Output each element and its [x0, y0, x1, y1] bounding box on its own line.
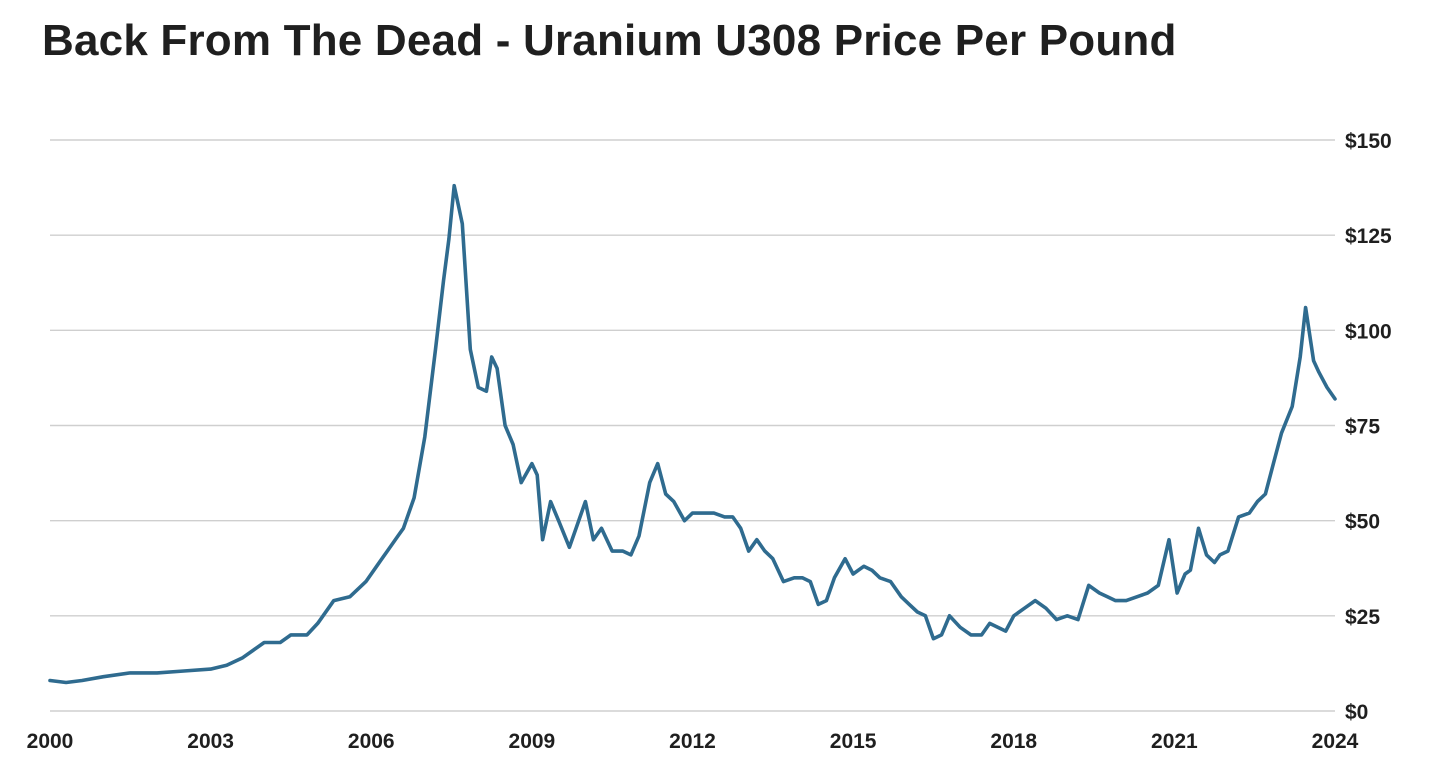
y-tick-label: $150	[1345, 130, 1392, 153]
x-tick-label: 2009	[509, 730, 556, 753]
x-tick-label: 2003	[187, 730, 234, 753]
y-tick-label: $50	[1345, 511, 1380, 534]
x-tick-label: 2018	[990, 730, 1037, 753]
x-tick-label: 2015	[830, 730, 877, 753]
x-axis-ticks: 2000 2003 2006 2009 2012 2015 2018 2021 2024	[27, 730, 1359, 753]
x-tick-label: 2024	[1312, 730, 1359, 753]
y-tick-label: $75	[1345, 416, 1380, 439]
x-tick-label: 2006	[348, 730, 395, 753]
x-tick-label: 2000	[27, 730, 74, 753]
y-tick-label: $25	[1345, 606, 1380, 629]
price-series-line	[48, 183, 1337, 685]
series-layer	[48, 183, 1337, 685]
gridlines	[50, 139, 1335, 712]
chart-title: Back From The Dead - Uranium U308 Price …	[42, 16, 1177, 65]
y-axis-ticks: $0 $25 $50 $75 $100 $125 $150	[1345, 130, 1392, 724]
x-tick-label: 2021	[1151, 730, 1198, 753]
y-tick-label: $125	[1345, 225, 1392, 248]
y-tick-label: $100	[1345, 320, 1392, 343]
y-tick-label: $0	[1345, 701, 1368, 724]
x-tick-label: 2012	[669, 730, 716, 753]
